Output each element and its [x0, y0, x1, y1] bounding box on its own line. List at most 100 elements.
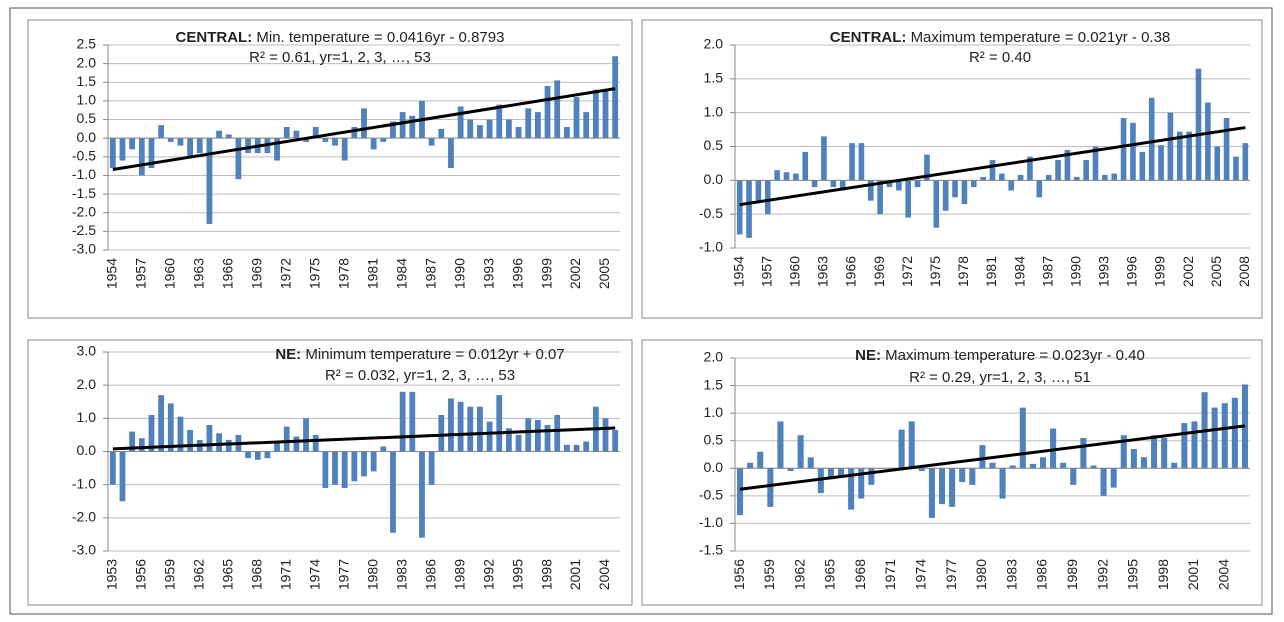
bar [1148, 97, 1155, 181]
title-region: NE: [275, 346, 301, 363]
bar [802, 151, 809, 181]
x-tick-label: 1969 [248, 258, 264, 289]
bar [1055, 160, 1061, 181]
bar [938, 468, 946, 505]
chart-title: CENTRAL: Maximum temperature = 0.021yr -… [830, 29, 1171, 46]
y-tick-label: 0.0 [77, 129, 97, 145]
bar [961, 180, 968, 205]
y-tick-label: -0.5 [699, 487, 723, 503]
y-tick-label: 2.5 [77, 36, 97, 52]
bar [592, 89, 599, 139]
bar [563, 127, 570, 139]
bar [1080, 437, 1087, 469]
y-tick-label: -3.0 [72, 542, 96, 558]
x-tick-label: 1986 [422, 559, 438, 590]
y-tick-label: 0.0 [704, 459, 724, 475]
bar [747, 462, 754, 469]
bar [1191, 421, 1198, 469]
bar [477, 125, 483, 139]
x-tick-label: 1980 [364, 559, 380, 590]
bar [942, 180, 949, 211]
bar [1070, 468, 1077, 485]
x-tick-label: 2004 [596, 559, 612, 590]
bar [787, 468, 794, 472]
bar [341, 138, 348, 161]
bar [390, 451, 396, 533]
title-region: CENTRAL: [176, 29, 253, 46]
y-tick-label: -0.5 [72, 148, 96, 164]
x-tick-label: 1971 [277, 559, 293, 590]
bar [167, 403, 174, 452]
y-tick-label: -2.5 [72, 222, 96, 238]
bar [1211, 407, 1218, 469]
x-tick-label: 1968 [852, 559, 868, 590]
bar [1027, 156, 1033, 181]
bar [351, 451, 358, 482]
bar [746, 180, 752, 238]
bar [1233, 156, 1239, 181]
bar [245, 451, 251, 459]
bar [1130, 448, 1137, 469]
x-tick-label: 1954 [104, 258, 120, 289]
bar [933, 180, 940, 228]
bar [914, 180, 921, 188]
y-tick-label: -2.0 [72, 203, 96, 219]
bar [361, 451, 367, 477]
x-tick-label: 1974 [913, 559, 929, 590]
x-tick-label: 1956 [731, 559, 747, 590]
x-tick-label: 1992 [480, 559, 496, 590]
bar [283, 127, 290, 139]
bar [448, 398, 454, 452]
y-tick-label: 2.0 [704, 349, 724, 365]
x-tick-label: 1978 [335, 258, 351, 289]
bar [477, 406, 483, 452]
bar [196, 138, 203, 154]
y-tick-label: 3.0 [77, 343, 97, 359]
y-tick-label: -1.0 [72, 475, 96, 491]
x-tick-label: 2002 [567, 258, 583, 289]
bar [583, 441, 590, 452]
bar [496, 104, 503, 139]
x-tick-label: 1992 [1094, 559, 1110, 590]
bar [109, 138, 116, 168]
bar [1176, 131, 1183, 181]
bar [409, 391, 416, 452]
x-tick-label: 1996 [1124, 256, 1140, 287]
x-tick-label: 1984 [1011, 256, 1027, 287]
panel-border [27, 19, 633, 319]
bar [989, 160, 996, 181]
x-tick-label: 1966 [219, 258, 235, 289]
x-tick-label: 1996 [509, 258, 525, 289]
x-tick-label: 1998 [538, 559, 554, 590]
bar [1167, 112, 1174, 181]
x-tick-label: 1983 [393, 559, 409, 590]
bar [777, 421, 784, 469]
bar [1102, 174, 1108, 181]
x-tick-label: 1960 [161, 258, 177, 289]
title-text: Maximum temperature = 0.021yr - 0.38 [911, 29, 1171, 46]
x-tick-label: 1987 [1039, 256, 1055, 287]
bar [303, 418, 309, 452]
bar [274, 138, 280, 161]
bar [525, 418, 532, 452]
trend-line [112, 87, 616, 171]
bar [1139, 151, 1146, 181]
bar [544, 424, 551, 452]
bar [177, 416, 184, 452]
bar [830, 180, 837, 188]
bar [419, 451, 425, 538]
bar [924, 154, 930, 181]
bar [1181, 423, 1188, 469]
x-tick-label: 1989 [451, 559, 467, 590]
bar [959, 468, 966, 483]
bar [361, 108, 367, 139]
bar [886, 180, 893, 188]
x-tick-label: 1984 [393, 258, 409, 289]
bar [858, 468, 865, 499]
x-tick-label: 1999 [538, 258, 554, 289]
y-tick-label: 0.5 [77, 110, 97, 126]
figure-border [9, 7, 1273, 615]
bar [999, 468, 1006, 499]
bar [1060, 462, 1067, 469]
